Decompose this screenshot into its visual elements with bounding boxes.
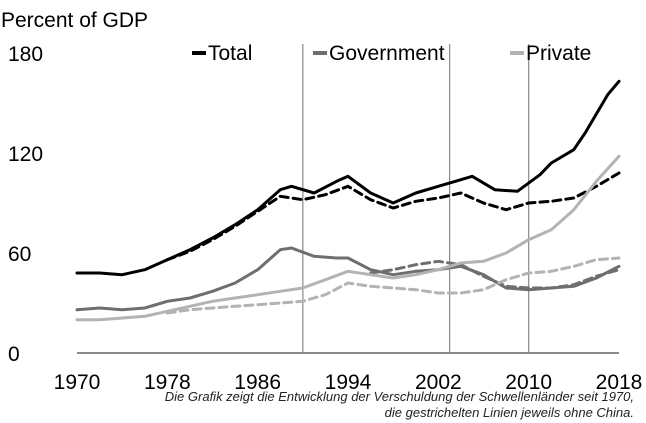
x-tick-label-1986: 1986: [234, 371, 281, 390]
x-tick-label-2010: 2010: [505, 371, 552, 390]
x-tick-label-1994: 1994: [325, 371, 372, 390]
x-tick-label-1978: 1978: [144, 371, 191, 390]
x-tick-label-2018: 2018: [596, 371, 643, 390]
total-dashed-series-line: [165, 171, 621, 262]
x-tick-label-2002: 2002: [415, 371, 462, 390]
y-tick-label-60: 60: [8, 243, 31, 266]
x-tick-label-1970: 1970: [54, 371, 101, 390]
government-dashed-series-line: [369, 259, 621, 290]
private-series-line: [75, 154, 621, 322]
caption-line-1: Die Grafik zeigt die Entwicklung der Ver…: [164, 389, 634, 404]
y-tick-label-180: 180: [8, 43, 43, 66]
legend-label-government: Government: [329, 42, 445, 65]
y-tick-label-120: 120: [8, 143, 43, 166]
government-series-line: [75, 246, 621, 312]
private-dashed-series-line: [165, 256, 621, 315]
y-tick-label-0: 0: [8, 343, 20, 366]
total-series-line: [75, 79, 621, 277]
y-axis-label: Percent of GDP: [1, 9, 148, 32]
legend-label-total: Total: [208, 42, 252, 65]
caption-line-2: die gestrichelten Linien jeweils ohne Ch…: [384, 405, 634, 420]
debt-line-chart: Percent of GDP 0 60 120 180 1970 1978 1986 1994 2…: [1, 9, 643, 390]
legend-label-private: Private: [526, 42, 591, 65]
